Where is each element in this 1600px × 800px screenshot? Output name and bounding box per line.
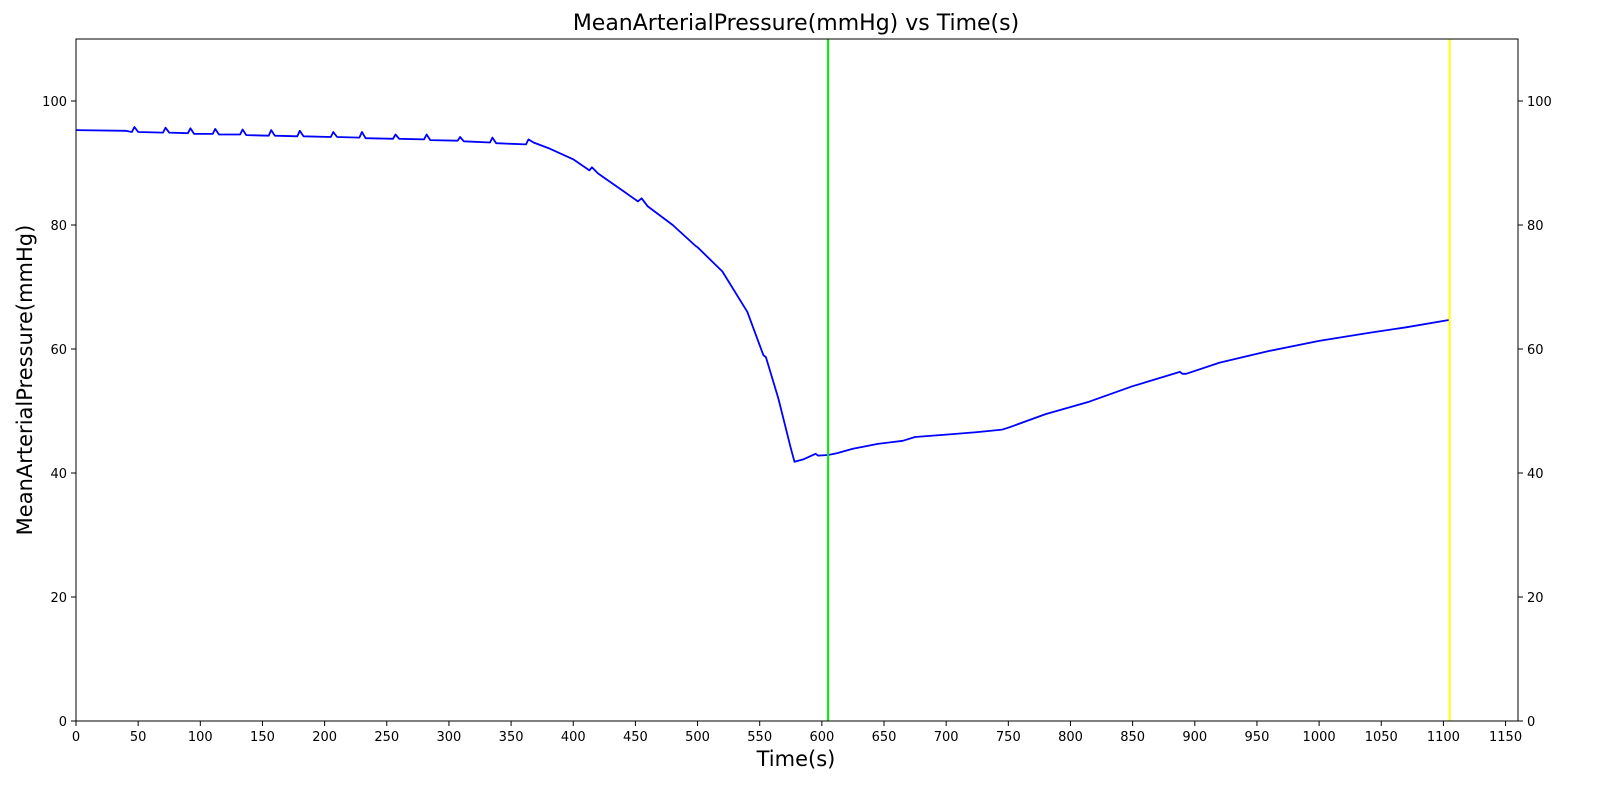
x-tick-label: 800 [1058, 730, 1083, 745]
x-tick-label: 250 [374, 730, 399, 745]
chart-title: MeanArterialPressure(mmHg) vs Time(s) [573, 11, 1019, 36]
series-line-0 [75, 126, 1450, 463]
x-tick-label: 1150 [1489, 730, 1522, 745]
x-tick-label: 500 [685, 730, 710, 745]
x-tick-label: 950 [1245, 730, 1270, 745]
y-tick-label-right: 100 [1527, 95, 1552, 110]
x-tick-label: 100 [188, 730, 213, 745]
y-axis-label: MeanArterialPressure(mmHg) [13, 225, 37, 536]
y-tick-label: 80 [50, 219, 67, 234]
x-tick-label: 450 [623, 730, 648, 745]
x-tick-label: 50 [130, 730, 147, 745]
y-tick-label: 60 [50, 343, 67, 358]
x-tick-label: 700 [934, 730, 959, 745]
x-tick-label: 900 [1182, 730, 1207, 745]
x-tick-label: 850 [1120, 730, 1145, 745]
x-tick-label: 200 [312, 730, 337, 745]
y-tick-label-right: 40 [1527, 467, 1544, 482]
y-tick-label: 0 [59, 715, 67, 730]
x-axis-label: Time(s) [756, 747, 836, 771]
y-tick-label-right: 60 [1527, 343, 1544, 358]
plot-frame [75, 38, 1519, 722]
x-tick-label: 750 [996, 730, 1021, 745]
x-tick-label: 550 [747, 730, 772, 745]
y-tick-label-right: 0 [1527, 715, 1535, 730]
y-tick-label: 40 [50, 467, 67, 482]
x-tick-label: 0 [72, 730, 80, 745]
x-tick-label: 350 [499, 730, 524, 745]
y-tick-label-right: 20 [1527, 591, 1544, 606]
x-tick-label: 650 [872, 730, 897, 745]
x-tick-label: 600 [809, 730, 834, 745]
y-tick-label-right: 80 [1527, 219, 1544, 234]
axis-ticks: 0 50 100 150 200 250 300 350 400 450 500 550 600 650 7… [42, 95, 1552, 745]
y-tick-label: 100 [42, 95, 67, 110]
x-tick-label: 1050 [1365, 730, 1398, 745]
x-tick-label: 400 [561, 730, 586, 745]
x-tick-label: 1100 [1427, 730, 1460, 745]
x-tick-label: 150 [250, 730, 275, 745]
y-tick-label: 20 [50, 591, 67, 606]
x-tick-label: 1000 [1303, 730, 1336, 745]
plot-area [75, 38, 1519, 722]
x-tick-label: 300 [437, 730, 462, 745]
